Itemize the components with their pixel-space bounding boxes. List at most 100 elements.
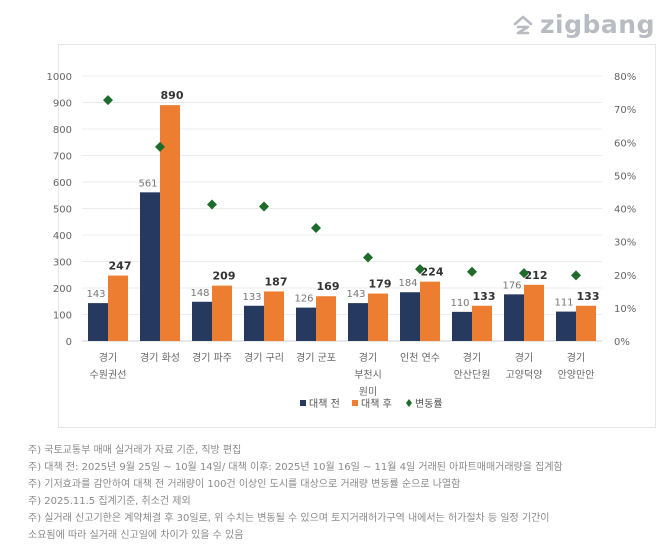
data-label-before: 184: [398, 278, 417, 289]
x-tick-label: 부천시: [354, 369, 382, 381]
footnote: 주) 실거래 신고기한은 계약체결 후 30일로, 위 수치는 변동될 수 있으…: [28, 513, 550, 524]
data-label-before: 143: [346, 289, 365, 300]
data-label-before: 561: [138, 178, 157, 189]
data-label-after: 247: [109, 260, 132, 273]
y2-tick-label: 70%: [614, 105, 636, 116]
y-tick-label: 200: [53, 284, 72, 295]
x-tick-label: 경기: [515, 351, 533, 364]
rate-marker: [519, 268, 529, 279]
y-tick-label: 100: [53, 311, 72, 322]
x-tick-label: 경기: [463, 351, 481, 364]
x-tick-label: 경기 구리: [244, 351, 284, 364]
rate-marker: [155, 141, 165, 152]
rate-marker: [103, 95, 113, 106]
data-label-after: 169: [317, 280, 340, 293]
rate-marker: [207, 199, 217, 210]
y2-tick-label: 50%: [614, 171, 636, 182]
data-label-after: 133: [473, 290, 496, 303]
y-tick-label: 300: [53, 258, 72, 269]
y2-tick-label: 0%: [614, 337, 630, 348]
bar-after: [316, 296, 336, 341]
rate-marker: [311, 223, 321, 234]
footnote: 소요됨에 따라 실거래 신고일에 차이가 있을 수 있음: [28, 530, 244, 541]
y-tick-label: 700: [53, 152, 72, 163]
bar-before: [88, 303, 108, 341]
y2-tick-label: 20%: [614, 271, 636, 282]
y2-tick-label: 80%: [614, 72, 636, 83]
zigbang-logo-icon: [513, 15, 533, 35]
x-tick-label: 경기: [99, 351, 117, 364]
data-label-after: 133: [577, 290, 600, 303]
footnotes: 주) 국토교통부 매매 실거래가 자료 기준, 직방 편집 주) 대책 전: 2…: [28, 442, 563, 544]
data-label-after: 209: [213, 270, 236, 283]
bar-before: [192, 301, 212, 341]
y-tick-label: 0: [66, 337, 72, 348]
bar-after: [420, 281, 440, 341]
footnote: 주) 국토교통부 매매 실거래가 자료 기준, 직방 편집: [28, 445, 242, 456]
x-tick-label: 수원권선: [90, 369, 127, 381]
legend-label: 대책 전: [309, 398, 340, 410]
x-tick-label: 고양덕양: [506, 369, 543, 381]
rate-marker: [259, 201, 269, 212]
x-tick-label: 경기 파주: [192, 351, 232, 364]
data-label-before: 143: [86, 289, 105, 300]
y-tick-label: 500: [53, 205, 72, 216]
bar-after: [108, 275, 128, 341]
legend-label: 변동률: [415, 398, 443, 410]
bar-after: [160, 105, 180, 342]
data-label-after: 224: [421, 266, 444, 279]
data-label-after: 179: [369, 278, 392, 291]
data-label-after: 187: [265, 275, 288, 288]
bar-after: [576, 305, 596, 341]
bar-before: [296, 307, 316, 341]
y2-tick-label: 10%: [614, 304, 636, 315]
legend-swatch-before: [300, 400, 306, 406]
data-label-after: 890: [161, 89, 184, 102]
logo-text: zigbang: [540, 10, 655, 39]
rate-marker: [363, 252, 373, 263]
data-label-before: 126: [294, 294, 313, 305]
bar-after: [264, 291, 284, 341]
bar-before: [452, 311, 472, 341]
x-tick-label: 경기 군포: [296, 351, 336, 364]
bar-after: [472, 305, 492, 341]
x-tick-label: 경기: [359, 351, 377, 364]
bar-before: [400, 292, 420, 341]
y-tick-label: 800: [53, 125, 72, 136]
bar-before: [140, 192, 160, 341]
data-label-before: 148: [190, 288, 209, 299]
data-label-before: 176: [502, 280, 521, 291]
rate-marker: [467, 266, 477, 277]
bar-after: [212, 285, 232, 341]
y2-tick-label: 30%: [614, 238, 636, 249]
y-tick-label: 900: [53, 99, 72, 110]
bar-after: [368, 293, 388, 341]
zigbang-logo: zigbang: [512, 10, 655, 39]
legend-swatch-after: [352, 400, 358, 406]
x-tick-label: 원미: [359, 386, 377, 398]
rate-marker: [571, 270, 581, 281]
x-tick-label: 경기: [567, 351, 585, 364]
rate-marker: [415, 264, 425, 275]
y-tick-label: 400: [53, 231, 72, 242]
y-tick-label: 1000: [47, 72, 72, 83]
y2-tick-label: 60%: [614, 138, 636, 149]
footnote: 주) 2025.11.5 집계기준, 취소건 제외: [28, 496, 191, 507]
footnote: 주) 대책 전: 2025년 9월 25일 ~ 10월 14일/ 대책 이후: …: [28, 462, 563, 473]
legend-swatch-rate: [406, 399, 412, 407]
data-label-before: 111: [554, 298, 573, 309]
bar-before: [504, 294, 524, 341]
x-tick-label: 안산단원: [454, 369, 491, 381]
bar-chart: 0 100 200 300 400 500 600 700 800 900 1000 0% 10% 20%…: [47, 72, 637, 410]
data-label-before: 133: [242, 292, 261, 303]
bar-before: [244, 305, 264, 341]
x-tick-label: 안양만안: [558, 369, 595, 381]
x-tick-label: 경기 화성: [140, 351, 180, 364]
bar-after: [524, 284, 544, 341]
data-label-before: 110: [450, 298, 469, 309]
bar-before: [556, 311, 576, 341]
footnote: 주) 기저효과를 감안하여 대책 전 거래량이 100건 이상인 도시를 대상으…: [28, 479, 461, 490]
y-tick-label: 600: [53, 178, 72, 189]
data-label-after: 212: [525, 269, 548, 282]
